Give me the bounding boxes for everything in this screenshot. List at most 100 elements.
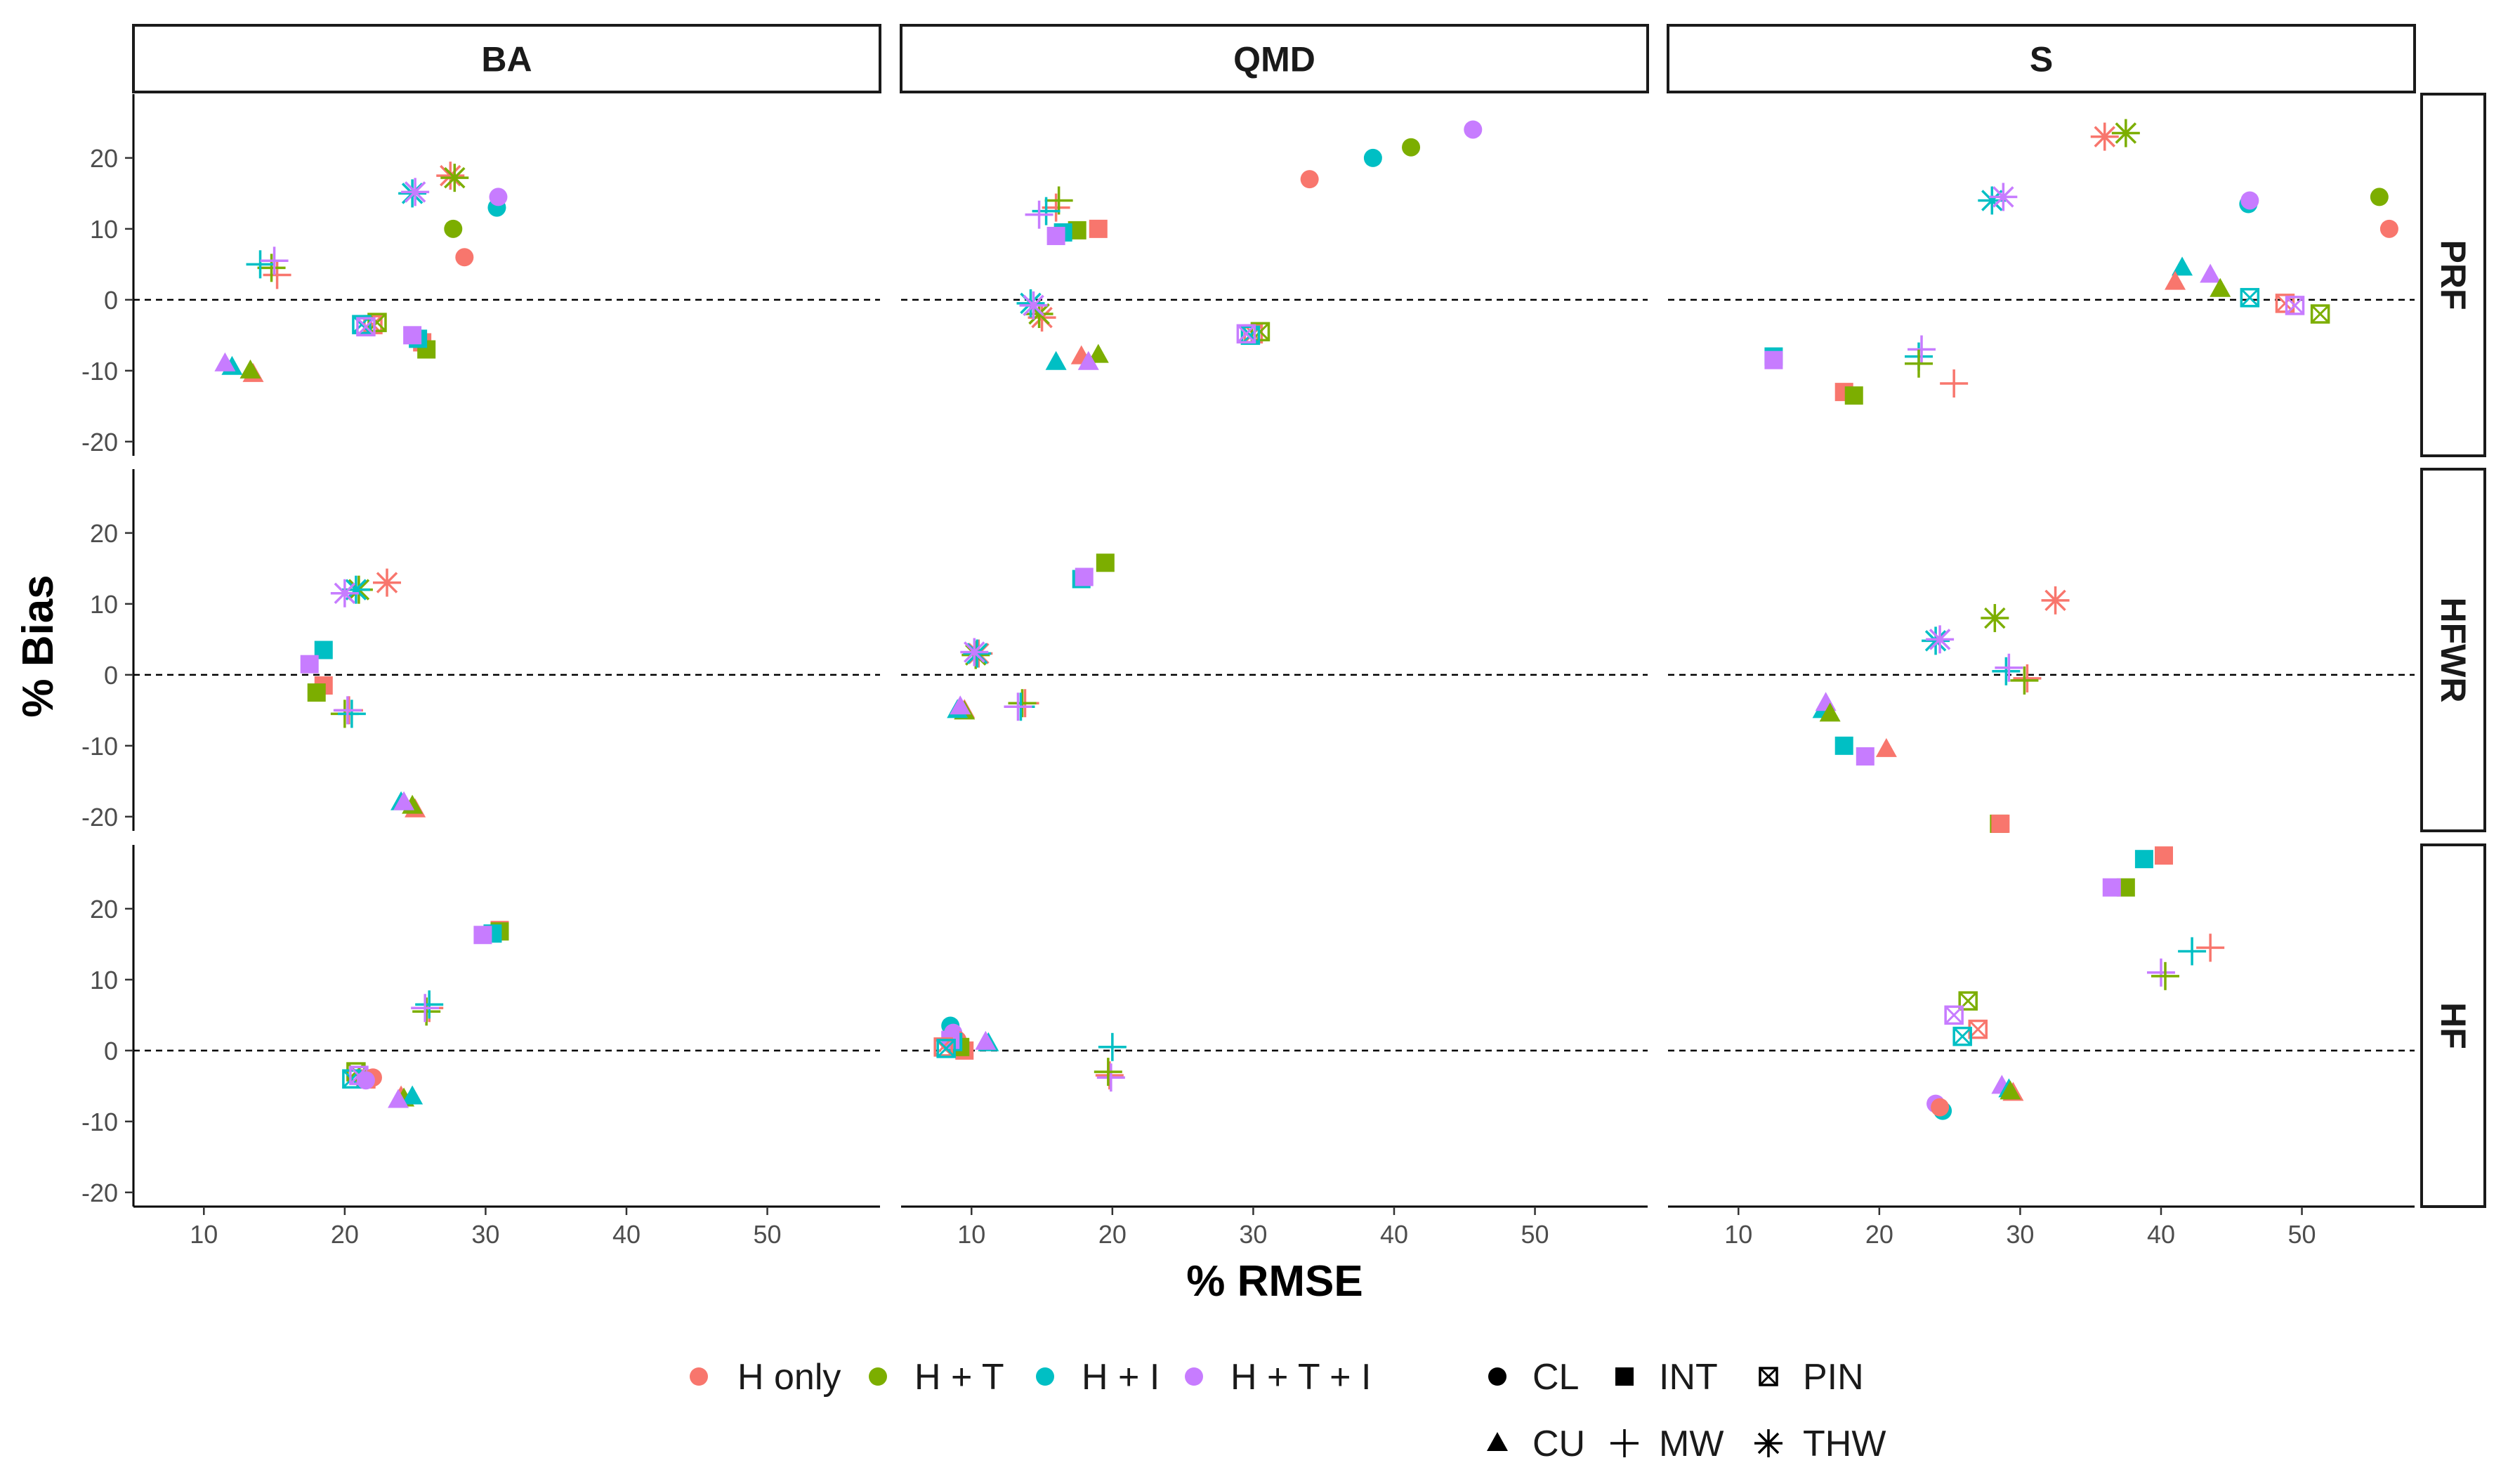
data-point: [2111, 119, 2140, 147]
y-tick-label: 10: [90, 590, 118, 619]
y-tick-label: 0: [104, 286, 118, 315]
legend-label: MW: [1659, 1424, 1724, 1464]
data-point: [2240, 191, 2259, 210]
strip-qmd: [900, 24, 1649, 93]
data-point: [1908, 335, 1936, 364]
strip-prf: [2420, 93, 2486, 457]
x-tick-label: 40: [1380, 1220, 1408, 1249]
data-point: [1991, 814, 2010, 833]
legend-label: H only: [737, 1357, 841, 1398]
x-tick-label: 30: [1239, 1220, 1267, 1249]
legend-key-cl: [1488, 1367, 1506, 1386]
data-point: [1981, 604, 2009, 633]
y-tick-label: 0: [104, 1037, 118, 1065]
y-axis-hf: -20 -10 0 10 20: [81, 845, 135, 1207]
legend-key-cu: [1487, 1432, 1508, 1451]
strip-hf: [2420, 843, 2486, 1208]
legend-label: H + I: [1082, 1357, 1160, 1398]
legend-label: THW: [1803, 1424, 1886, 1464]
data-point: [2196, 933, 2225, 962]
legend-label: CL: [1532, 1357, 1579, 1398]
panel-qmd-hf: [901, 1016, 1648, 1092]
x-tick-label: 30: [471, 1220, 499, 1249]
legend-key-circle: [1185, 1367, 1203, 1386]
data-point: [1089, 219, 1108, 238]
data-point: [2310, 304, 2330, 324]
panel-ba-prf: [133, 162, 880, 382]
data-point: [473, 926, 492, 945]
panel-qmd-prf: [901, 120, 1648, 370]
x-tick-label: 10: [1724, 1220, 1752, 1249]
legend-key-pin: [1759, 1367, 1778, 1386]
data-point: [2102, 878, 2121, 897]
data-point: [2013, 664, 2042, 692]
panel-s-prf: [1668, 119, 2415, 405]
panel-ba-hf: [133, 921, 880, 1108]
legend-item-shape: CU: [1487, 1424, 1585, 1464]
y-tick-label: -20: [81, 1178, 118, 1207]
data-point: [2134, 850, 2153, 869]
y-tick-label: 20: [90, 144, 118, 173]
y-tick-label: 20: [90, 519, 118, 548]
data-point: [373, 568, 402, 597]
x-tick-label: 30: [2006, 1220, 2034, 1249]
data-point: [402, 1085, 424, 1105]
x-tick-label: 40: [612, 1220, 641, 1249]
y-tick-label: 10: [90, 966, 118, 994]
data-point: [2090, 122, 2119, 151]
legend-item-color: H only: [690, 1357, 841, 1398]
data-point: [1989, 183, 2018, 211]
data-point: [2151, 961, 2179, 990]
data-point: [1952, 1026, 1972, 1046]
data-point: [975, 1030, 997, 1050]
data-point: [960, 638, 989, 667]
data-point: [1922, 626, 1950, 655]
x-tick-label: 20: [331, 1220, 359, 1249]
data-point: [950, 695, 971, 715]
data-point: [1300, 170, 1319, 189]
x-axis-s: 10 20 30 40 50: [1668, 1205, 2415, 1249]
legend-item-shape: THW: [1754, 1424, 1886, 1464]
data-point: [356, 1071, 375, 1090]
y-tick-label: 10: [90, 215, 118, 244]
y-tick-label: -10: [81, 732, 118, 761]
data-point: [1856, 747, 1875, 766]
legend-item-color: H + T: [869, 1357, 1004, 1398]
data-point: [1008, 689, 1037, 718]
data-point: [1094, 1058, 1122, 1086]
data-point: [356, 317, 376, 336]
data-point: [1834, 736, 1853, 755]
data-point: [1995, 653, 2023, 682]
data-point: [440, 164, 469, 192]
y-tick-label: 20: [90, 895, 118, 924]
data-point: [260, 247, 289, 275]
strip-s: [1667, 24, 2416, 93]
y-tick-label: -20: [81, 803, 118, 832]
data-point: [1095, 1061, 1124, 1090]
data-point: [1978, 186, 2007, 215]
legend-item-shape: MW: [1610, 1424, 1724, 1464]
data-point: [412, 997, 441, 1026]
data-point: [1240, 325, 1261, 346]
legend-key-circle: [1036, 1367, 1054, 1386]
data-point: [1077, 350, 1099, 370]
y-tick-label: 0: [104, 661, 118, 690]
strip-label-prf: PRF: [2434, 240, 2473, 310]
data-point: [1940, 369, 1969, 398]
y-tick-label: -20: [81, 428, 118, 457]
data-point: [333, 696, 362, 725]
data-point: [246, 250, 275, 279]
legend-item-color: H + I: [1036, 1357, 1160, 1398]
x-tick-label: 10: [957, 1220, 985, 1249]
data-point: [257, 254, 286, 282]
panel-ba-hfwr: [133, 568, 880, 817]
y-tick-label: -10: [81, 357, 118, 386]
data-point: [1764, 350, 1783, 369]
panel-s-hf: [1668, 846, 2415, 1120]
legend-label: H + T + I: [1230, 1357, 1371, 1398]
data-point: [1905, 349, 1933, 378]
data-point: [341, 575, 370, 604]
y-axis-title: % Bias: [14, 574, 63, 717]
data-point: [1926, 625, 1955, 654]
data-point: [1096, 553, 1115, 572]
